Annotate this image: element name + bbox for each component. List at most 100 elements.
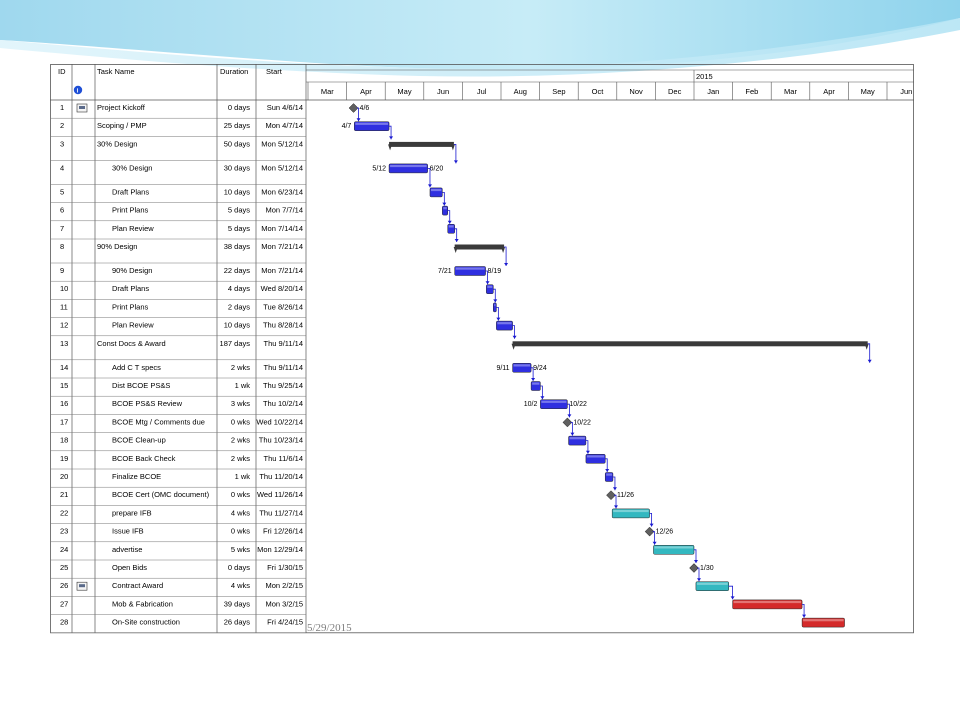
summary-bar[interactable] <box>389 141 454 147</box>
table-row[interactable]: 27 Mob & Fabrication 39 days Mon 3/2/15 <box>50 599 306 615</box>
month-label: Sep <box>552 87 565 96</box>
table-row[interactable]: 26 Contract Award 4 wks Mon 2/2/15 <box>50 581 306 597</box>
table-row[interactable]: 25 Open Bids 0 days Fri 1/30/15 <box>50 563 306 579</box>
milestone-date-label: 12/26 <box>656 529 674 536</box>
milestone-marker[interactable] <box>606 490 616 501</box>
dependency-link <box>605 458 608 472</box>
task-name: Finalize BCOE <box>112 472 161 481</box>
table-row[interactable]: 3 30% Design 50 days Mon 5/12/14 <box>50 139 306 161</box>
task-start: Mon 7/14/14 <box>261 224 303 233</box>
table-row[interactable]: 7 Plan Review 5 days Mon 7/14/14 <box>50 224 306 240</box>
task-name: Print Plans <box>112 206 149 215</box>
task-bar[interactable] <box>512 363 532 373</box>
task-start: Thu 11/6/14 <box>264 454 303 463</box>
dependency-link <box>493 288 496 303</box>
task-start: Mon 7/21/14 <box>261 242 303 251</box>
dependency-link <box>504 246 507 266</box>
task-id: 8 <box>60 242 64 251</box>
month-label: Jan <box>707 87 719 96</box>
table-row[interactable]: 15 Dist BCOE PS&S 1 wk Thu 9/25/14 <box>50 381 306 397</box>
milestone-date-label: 1/30 <box>700 565 714 572</box>
task-id: 22 <box>60 508 68 517</box>
task-duration: 2 wks <box>231 436 250 445</box>
task-start: Thu 9/25/14 <box>263 381 303 390</box>
column-header-start[interactable]: Start <box>266 67 283 76</box>
task-id: 26 <box>60 581 68 590</box>
task-name: 90% Design <box>112 266 152 275</box>
task-start: Fri 4/24/15 <box>267 618 303 627</box>
task-name: BCOE Mtg / Comments due <box>112 417 205 426</box>
task-start-date-label: 7/21 <box>438 268 452 275</box>
milestone-marker[interactable] <box>562 417 573 428</box>
table-row[interactable]: 14 Add C T specs 2 wks Thu 9/11/14 <box>50 363 306 379</box>
table-row[interactable]: 1 Project Kickoff 0 days Sun 4/6/14 <box>50 103 306 119</box>
task-id: 21 <box>60 490 68 499</box>
summary-bar[interactable] <box>512 341 868 347</box>
task-start: Mon 7/7/14 <box>265 206 303 215</box>
dependency-link <box>485 270 488 285</box>
dependency-link <box>531 367 534 381</box>
task-name: advertise <box>112 545 142 554</box>
table-row[interactable]: 9 90% Design 22 days Mon 7/21/14 <box>50 266 306 282</box>
task-name: prepare IFB <box>112 508 152 517</box>
column-header-task-name[interactable]: Task Name <box>97 67 135 76</box>
summary-bar[interactable] <box>454 244 505 250</box>
task-note-icon[interactable] <box>76 581 88 591</box>
task-start: Wed 8/20/14 <box>261 284 303 293</box>
table-row[interactable]: 11 Print Plans 2 days Tue 8/26/14 <box>50 302 306 318</box>
task-id: 24 <box>60 545 68 554</box>
table-row[interactable]: 12 Plan Review 10 days Thu 8/28/14 <box>50 321 306 337</box>
dependency-link <box>694 549 697 563</box>
task-note-icon[interactable] <box>76 103 88 113</box>
task-duration: 0 wks <box>231 417 250 426</box>
dependency-link <box>567 403 570 418</box>
task-bar[interactable] <box>801 617 845 628</box>
task-bar[interactable] <box>732 599 803 610</box>
table-row[interactable]: 18 BCOE Clean-up 2 wks Thu 10/23/14 <box>50 436 306 452</box>
table-row[interactable]: 22 prepare IFB 4 wks Thu 11/27/14 <box>50 508 306 524</box>
table-row[interactable]: 17 BCOE Mtg / Comments due 0 wks Wed 10/22/… <box>50 417 306 433</box>
column-header-id[interactable]: ID <box>58 67 66 76</box>
task-name: Mob & Fabrication <box>112 599 173 608</box>
table-row[interactable]: 13 Const Docs & Award 187 days Thu 9/11/14 <box>50 339 306 361</box>
table-row[interactable]: 28 On-Site construction 26 days Fri 4/24/15 <box>50 618 306 634</box>
month-label: Jul <box>477 87 487 96</box>
month-label: May <box>397 87 411 96</box>
table-row[interactable]: 8 90% Design 38 days Mon 7/21/14 <box>50 242 306 264</box>
month-label: Apr <box>360 87 372 96</box>
task-name: 30% Design <box>97 139 137 148</box>
table-row[interactable]: 19 BCOE Back Check 2 wks Thu 11/6/14 <box>50 454 306 470</box>
table-row[interactable]: 5 Draft Plans 10 days Mon 6/23/14 <box>50 187 306 203</box>
task-start: Thu 9/11/14 <box>264 363 303 372</box>
task-name: Plan Review <box>112 321 154 330</box>
dependency-link <box>496 307 499 321</box>
timescale-year-label: 2015 <box>696 72 713 81</box>
table-row[interactable]: 16 BCOE PS&S Review 3 wks Thu 10/2/14 <box>50 399 306 415</box>
task-id: 28 <box>60 618 68 627</box>
task-id: 4 <box>60 163 64 172</box>
table-row[interactable]: 10 Draft Plans 4 days Wed 8/20/14 <box>50 284 306 300</box>
table-row[interactable]: 2 Scoping / PMP 25 days Mon 4/7/14 <box>50 121 306 137</box>
task-start: Mon 6/23/14 <box>261 187 303 196</box>
column-header-duration[interactable]: Duration <box>220 67 248 76</box>
task-name: 90% Design <box>97 242 137 251</box>
task-id: 5 <box>60 187 64 196</box>
table-row[interactable]: 23 Issue IFB 0 wks Fri 12/26/14 <box>50 527 306 543</box>
task-id: 10 <box>60 284 68 293</box>
table-row[interactable]: 6 Print Plans 5 days Mon 7/7/14 <box>50 206 306 222</box>
dependency-link <box>649 513 653 527</box>
table-row[interactable]: 24 advertise 5 wks Mon 12/29/14 <box>50 545 306 561</box>
table-row[interactable]: 20 Finalize BCOE 1 wk Thu 11/20/14 <box>50 472 306 488</box>
task-id: 15 <box>60 381 68 390</box>
task-name: 30% Design <box>112 163 152 172</box>
dependency-link <box>427 168 431 188</box>
table-row[interactable]: 21 BCOE Cert (OMC document) 0 wks Wed 11/26… <box>50 490 306 506</box>
task-name: BCOE PS&S Review <box>112 399 183 408</box>
milestone-marker[interactable] <box>644 526 655 537</box>
dependency-link <box>614 494 617 509</box>
milestone-marker[interactable] <box>689 563 699 573</box>
milestone-marker[interactable] <box>348 103 359 113</box>
task-bar[interactable] <box>604 472 614 482</box>
task-name: Draft Plans <box>112 284 149 293</box>
table-row[interactable]: 4 30% Design 30 days Mon 5/12/14 <box>50 163 306 185</box>
